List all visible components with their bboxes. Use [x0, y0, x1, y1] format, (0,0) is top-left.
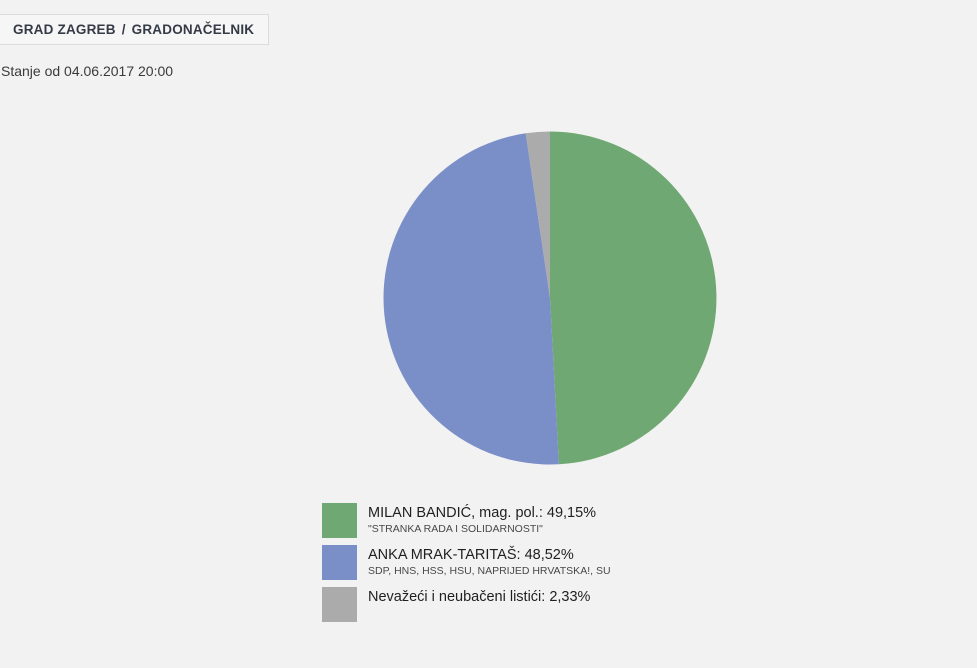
legend-item: MILAN BANDIĆ, mag. pol.: 49,15% "STRANKA…: [322, 503, 611, 538]
legend-swatch-blue: [322, 545, 357, 580]
legend-text-block: ANKA MRAK-TARITAŠ: 48,52% SDP, HNS, HSS,…: [368, 545, 611, 578]
pie-slice-0: [550, 131, 717, 465]
legend-title: Nevažeći i neubačeni listići: 2,33%: [368, 589, 591, 605]
legend-title: MILAN BANDIĆ, mag. pol.: 49,15%: [368, 505, 597, 521]
pie-slice-1: [383, 133, 559, 465]
legend-text-block: MILAN BANDIĆ, mag. pol.: 49,15% "STRANKA…: [368, 503, 596, 536]
legend-title: ANKA MRAK-TARITAŠ: 48,52%: [368, 547, 574, 563]
legend-item: Nevažeći i neubačeni listići: 2,33%: [322, 587, 611, 622]
legend-swatch-green: [322, 503, 357, 538]
legend-subtitle: "STRANKA RADA I SOLIDARNOSTI": [368, 523, 543, 535]
breadcrumb-item-gradonacelnik[interactable]: GRADONAČELNIK: [131, 22, 255, 37]
status-date: Stanje od 04.06.2017 20:00: [1, 63, 174, 79]
breadcrumb-item-grad-zagreb[interactable]: GRAD ZAGREB: [13, 22, 116, 37]
pie-slice-2: [525, 131, 550, 298]
breadcrumb-separator: /: [121, 22, 126, 37]
chart-legend: MILAN BANDIĆ, mag. pol.: 49,15% "STRANKA…: [322, 503, 611, 622]
legend-swatch-gray: [322, 587, 357, 622]
breadcrumb: GRAD ZAGREB / GRADONAČELNIK: [0, 14, 270, 45]
legend-text-block: Nevažeći i neubačeni listići: 2,33%: [368, 587, 590, 606]
pie-chart: [383, 131, 717, 465]
legend-item: ANKA MRAK-TARITAŠ: 48,52% SDP, HNS, HSS,…: [322, 545, 611, 580]
legend-subtitle: SDP, HNS, HSS, HSU, NAPRIJED HRVATSKA!, …: [368, 565, 611, 577]
